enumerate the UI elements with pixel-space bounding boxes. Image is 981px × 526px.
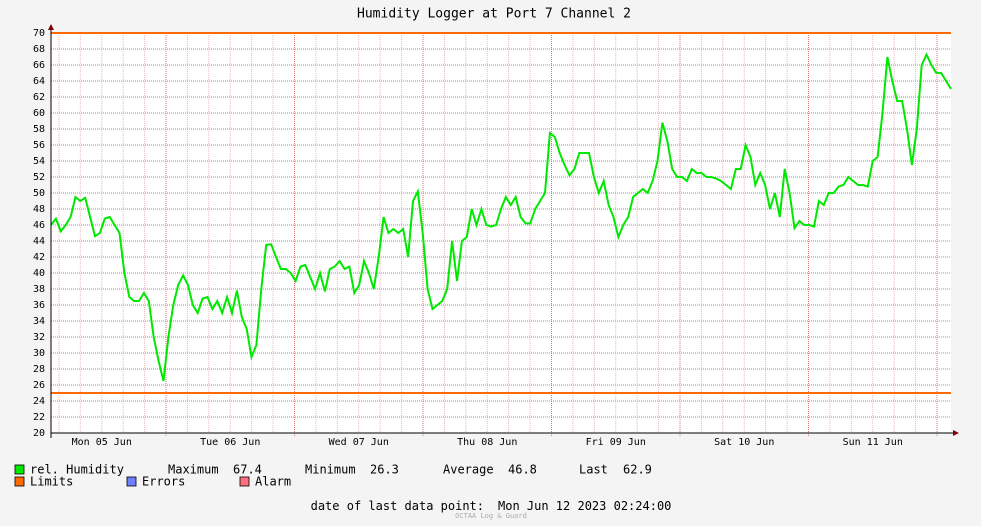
stat-value: 62.9: [623, 463, 652, 477]
y-tick-label: 62: [33, 92, 45, 103]
watermark: OCTAA Log & Guard: [455, 512, 527, 520]
y-tick-label: 34: [33, 316, 45, 327]
y-tick-label: 46: [33, 220, 45, 231]
humidity-line: [50, 52, 952, 382]
legend-label: Alarm: [255, 475, 291, 489]
y-arrow: [48, 24, 54, 30]
stat-label: Average: [443, 463, 494, 477]
x-tick-label: Sat 10 Jun: [714, 437, 774, 448]
footer-date: Mon Jun 12 2023 02:24:00: [498, 499, 671, 513]
stat-label: Maximum: [168, 463, 219, 477]
y-tick-label: 22: [33, 412, 45, 423]
y-tick-label: 28: [33, 364, 45, 375]
y-tick-label: 48: [33, 204, 45, 215]
y-tick-label: 24: [33, 396, 45, 407]
x-tick-label: Sun 11 Jun: [843, 437, 903, 448]
y-tick-label: 20: [33, 428, 45, 439]
marks: [50, 32, 952, 394]
y-tick-label: 66: [33, 60, 45, 71]
legend-swatch: [14, 476, 25, 487]
y-tick-label: 70: [33, 28, 45, 39]
y-tick-label: 52: [33, 172, 45, 183]
footer-label: date of last data point:: [311, 499, 484, 513]
y-tick-label: 54: [33, 156, 45, 167]
x-tick-label: Tue 06 Jun: [200, 437, 260, 448]
legend-label: Limits: [30, 475, 73, 489]
y-tick-label: 30: [33, 348, 45, 359]
y-tick-label: 42: [33, 252, 45, 263]
stat-value: 46.8: [508, 463, 537, 477]
legend-label: Errors: [142, 475, 185, 489]
y-tick-label: 56: [33, 140, 45, 151]
y-tick-label: 44: [33, 236, 45, 247]
legend-swatch: [126, 476, 137, 487]
axes: [48, 24, 959, 438]
plot-area: [51, 33, 951, 433]
y-tick-label: 38: [33, 284, 45, 295]
legend-label: rel. Humidity: [30, 463, 124, 477]
footer: date of last data point: Mon Jun 12 2023 …: [311, 499, 672, 513]
x-arrow: [953, 430, 959, 436]
grid: Mon 05 Jun Tue 06 Jun Wed 07 Jun Thu 08 Jun…: [33, 28, 951, 448]
y-tick-label: 36: [33, 300, 45, 311]
y-tick-label: 26: [33, 380, 45, 391]
y-tick-label: 50: [33, 188, 45, 199]
x-tick-label: Thu 08 Jun: [457, 437, 517, 448]
y-tick-label: 68: [33, 44, 45, 55]
y-tick-label: 40: [33, 268, 45, 279]
legend-swatch: [239, 476, 250, 487]
y-tick-label: 58: [33, 124, 45, 135]
legend-swatch: [14, 464, 25, 475]
y-tick-label: 32: [33, 332, 45, 343]
x-tick-label: Fri 09 Jun: [586, 437, 646, 448]
x-tick-label: Mon 05 Jun: [72, 437, 132, 448]
stat-label: Minimum: [305, 463, 356, 477]
stat-value: 67.4: [233, 463, 262, 477]
x-tick-label: Wed 07 Jun: [329, 437, 389, 448]
y-tick-label: 64: [33, 76, 45, 87]
y-tick-label: 60: [33, 108, 45, 119]
stat-value: 26.3: [370, 463, 399, 477]
chart-title: Humidity Logger at Port 7 Channel 2: [357, 7, 631, 22]
stat-label: Last: [579, 463, 608, 477]
